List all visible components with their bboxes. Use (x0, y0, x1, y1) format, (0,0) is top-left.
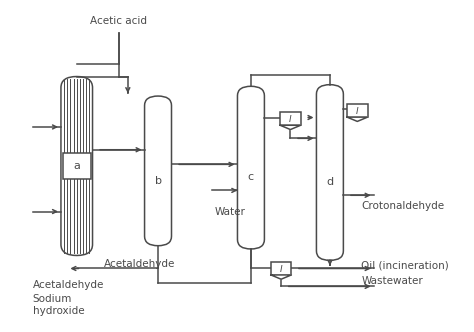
Text: Crotonaldehyde: Crotonaldehyde (362, 201, 445, 211)
FancyBboxPatch shape (317, 85, 343, 260)
Text: d: d (326, 177, 334, 187)
Text: I: I (280, 265, 283, 274)
Text: Water: Water (215, 207, 246, 217)
Text: Acetaldehyde: Acetaldehyde (104, 259, 175, 269)
FancyBboxPatch shape (347, 104, 367, 117)
Text: c: c (248, 172, 254, 182)
Text: Acetic acid: Acetic acid (90, 16, 147, 26)
Text: b: b (155, 176, 162, 186)
Text: Wastewater: Wastewater (362, 276, 423, 286)
Text: Oil (incineration): Oil (incineration) (362, 261, 449, 271)
FancyBboxPatch shape (61, 76, 92, 256)
Text: Acetaldehyde: Acetaldehyde (33, 280, 104, 290)
Text: hydroxide: hydroxide (33, 306, 84, 316)
Text: I: I (289, 115, 292, 124)
Polygon shape (271, 275, 292, 279)
Text: a: a (73, 161, 80, 171)
FancyBboxPatch shape (237, 86, 264, 249)
Polygon shape (347, 117, 367, 122)
FancyBboxPatch shape (271, 262, 292, 275)
Text: Sodium: Sodium (33, 294, 72, 304)
FancyBboxPatch shape (280, 112, 301, 125)
FancyBboxPatch shape (145, 96, 172, 246)
Text: I: I (356, 107, 359, 116)
Bar (63, 153, 91, 179)
Polygon shape (280, 125, 301, 129)
